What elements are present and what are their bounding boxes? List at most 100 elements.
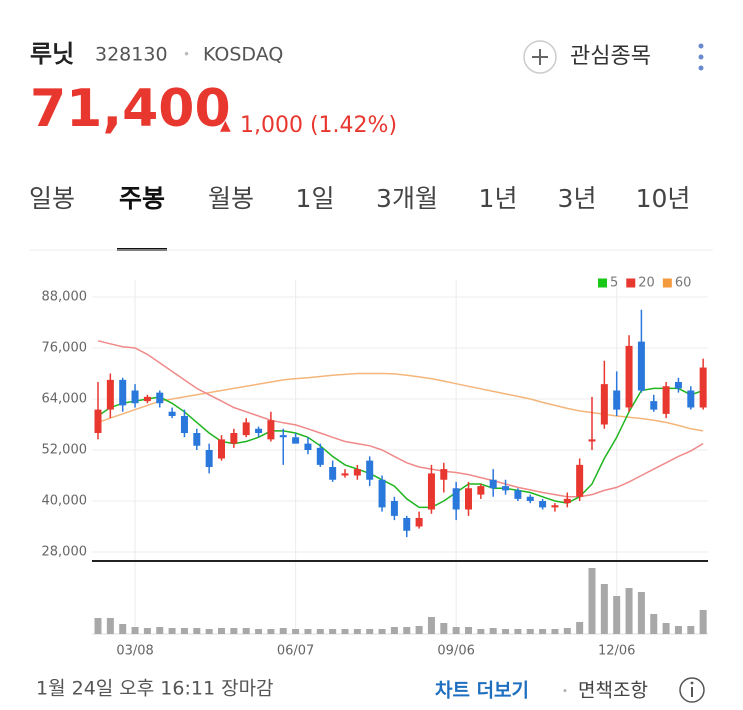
volume-bar	[687, 626, 695, 634]
volume-bar	[539, 629, 547, 634]
volume-bar	[255, 629, 263, 634]
volume-bar	[600, 584, 608, 634]
tab[interactable]: 월봉	[208, 184, 254, 213]
candle-body	[452, 488, 460, 510]
volume-bar	[613, 596, 621, 634]
info-icon-dot	[690, 681, 694, 685]
timestamp: 1월 24일 오후 16:11 장마감	[36, 678, 274, 700]
tabs: 일봉 주봉 월봉 1일 3개월 1년 3년 10년	[29, 184, 690, 251]
change: 1,000 (1.42%)	[240, 113, 397, 138]
volume-bar	[514, 629, 522, 634]
y-tick-label: 40,000	[42, 494, 88, 509]
volume-bar	[218, 628, 225, 634]
volume-bar	[156, 627, 164, 634]
candle-body	[637, 341, 645, 391]
candle-body	[94, 409, 102, 433]
volume-bar	[650, 614, 658, 634]
volume-bar	[205, 629, 213, 634]
candle-body	[131, 390, 139, 404]
volume-bar	[452, 627, 460, 634]
volume-bar	[563, 628, 571, 634]
candle-body	[279, 435, 287, 438]
dot	[698, 65, 704, 71]
candle-body	[292, 437, 300, 444]
tab[interactable]: 주봉	[119, 184, 165, 213]
candle-body	[427, 473, 435, 510]
candle-body	[588, 439, 596, 442]
watch-label: 관심종목	[570, 44, 651, 69]
volume-bar	[168, 628, 176, 634]
candle-body	[687, 390, 695, 408]
volume-bar	[119, 624, 127, 634]
candle-body	[341, 473, 349, 476]
tab[interactable]: 1일	[296, 184, 335, 213]
candle-body	[477, 486, 485, 495]
tab[interactable]: 3개월	[376, 184, 438, 213]
more-menu[interactable]	[698, 43, 704, 71]
candle-body	[218, 439, 225, 459]
disclaimer[interactable]: 면책조항	[578, 680, 648, 702]
candle-body	[662, 386, 670, 414]
candle-body	[193, 433, 201, 446]
volume-bar	[180, 628, 188, 634]
volume-bar	[390, 627, 398, 634]
volume-bar	[279, 628, 287, 634]
chart: 28,000 40,000 52,000 64,000 76,000 88,000 03/0…	[42, 276, 708, 659]
dot	[698, 43, 704, 49]
candle-body	[378, 479, 386, 508]
volume-bar	[427, 617, 435, 634]
volume-bar	[378, 629, 386, 634]
volume-bar	[267, 629, 275, 634]
volume-bar	[131, 627, 139, 634]
candle-body	[267, 420, 275, 440]
candle-body	[304, 443, 312, 450]
more-chart[interactable]: 차트 더보기	[435, 680, 529, 702]
ma-line	[97, 387, 704, 509]
watch-button[interactable]: 관심종목	[523, 40, 651, 74]
candle-body	[230, 433, 238, 444]
candle-body	[366, 460, 374, 480]
candle-body	[576, 464, 584, 497]
candle-body	[674, 382, 682, 389]
candle-body	[403, 518, 411, 531]
volume-bar	[526, 629, 534, 634]
candle-body	[514, 490, 522, 499]
candle-body	[143, 396, 151, 402]
legend-swatch	[626, 278, 636, 288]
volume-bar	[625, 588, 633, 634]
volume-bar	[415, 626, 423, 634]
candle-body	[242, 422, 250, 436]
x-tick-label: 03/08	[116, 644, 153, 659]
price: 71,400	[30, 79, 231, 139]
tab[interactable]: 일봉	[29, 184, 75, 213]
candle-body	[600, 384, 608, 425]
volume-bar	[662, 623, 670, 634]
candle-body	[353, 469, 361, 476]
candle-body	[415, 518, 423, 527]
candle-body	[180, 416, 188, 433]
candle-body	[168, 411, 176, 416]
legend-swatch	[598, 278, 607, 288]
tab[interactable]: 1년	[479, 184, 518, 213]
candle-body	[106, 379, 114, 410]
candle-body	[255, 428, 263, 433]
volume-bar	[316, 629, 324, 634]
x-tick-label: 12/06	[598, 644, 635, 659]
candle-body	[156, 392, 164, 404]
volume-bar	[576, 622, 584, 634]
volume-bar	[637, 592, 645, 634]
candle-body	[563, 498, 571, 504]
volume-bar	[230, 628, 238, 634]
volume-bar	[588, 568, 596, 634]
y-tick-label: 52,000	[42, 443, 88, 458]
info-icon[interactable]	[679, 677, 705, 703]
tab[interactable]: 3년	[558, 184, 597, 213]
candle-body	[526, 496, 534, 501]
candle-body	[316, 447, 324, 465]
change-arrow: ▲	[220, 118, 231, 134]
tab[interactable]: 10년	[636, 184, 691, 213]
volume-bar	[551, 629, 559, 634]
candle-body	[205, 450, 213, 467]
volume-bar	[353, 629, 361, 634]
